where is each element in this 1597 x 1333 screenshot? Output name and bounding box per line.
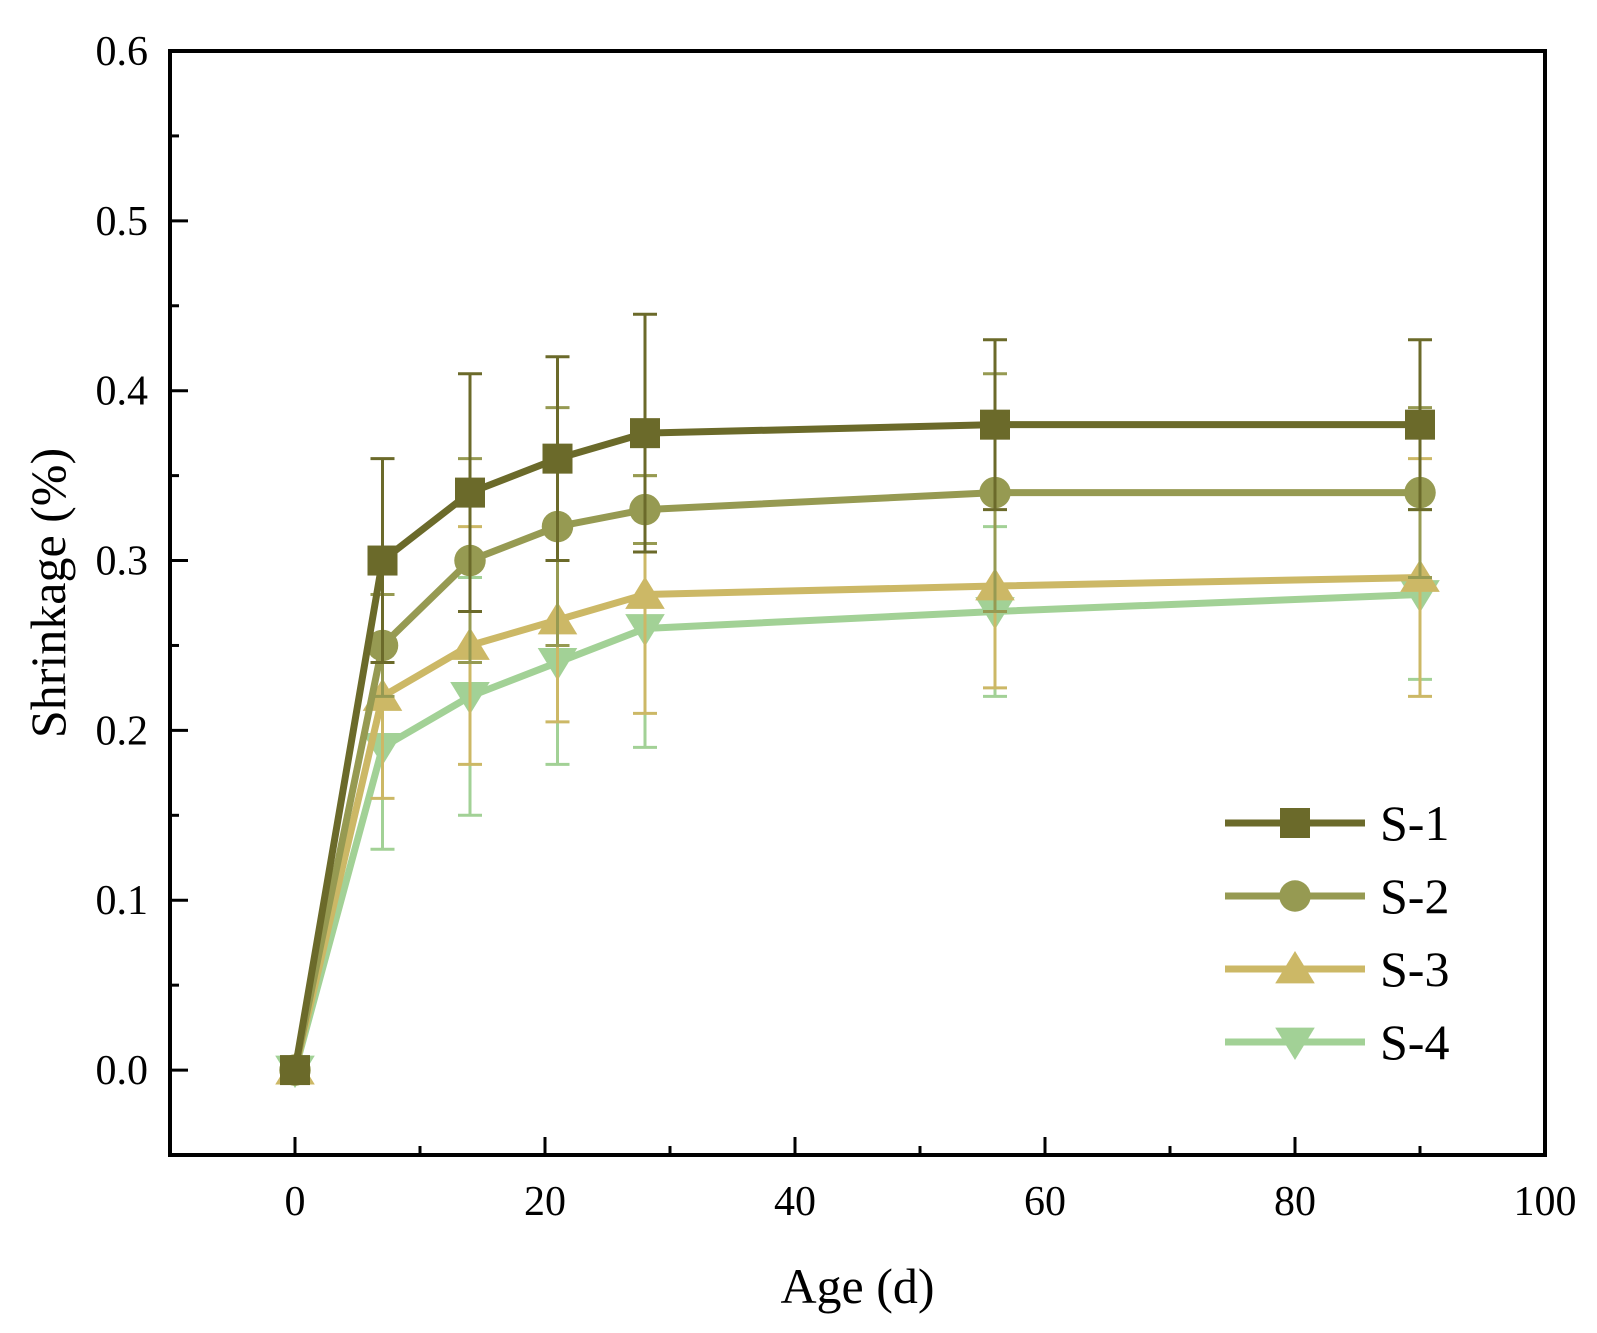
series-line — [291, 591, 1421, 1071]
legend-item-S-4: S-4 — [1225, 1014, 1449, 1070]
data-point — [367, 545, 398, 576]
legend-label: S-2 — [1380, 868, 1449, 924]
legend-marker — [1275, 1027, 1315, 1060]
x-tick-label: 0 — [285, 1179, 306, 1225]
legend-marker — [1279, 880, 1311, 912]
legend-marker — [1280, 808, 1310, 838]
x-tick-label: 100 — [1514, 1179, 1577, 1225]
y-tick-label: 0.5 — [96, 199, 149, 245]
series-S-3 — [275, 457, 1440, 1085]
y-axis-title: Shrinkage (%) — [20, 448, 76, 738]
data-point — [1405, 409, 1435, 440]
legend-label: S-1 — [1380, 795, 1449, 851]
legend: S-1 S-2 S-3 S-4 — [1225, 795, 1449, 1070]
legend-marker — [1275, 951, 1315, 984]
legend-label: S-4 — [1380, 1014, 1449, 1070]
x-tick-label: 60 — [1024, 1179, 1066, 1225]
legend-item-S-1: S-1 — [1225, 795, 1449, 851]
x-tick-label: 20 — [524, 1179, 566, 1225]
legend-item-S-2: S-2 — [1225, 868, 1449, 924]
x-tick-label: 80 — [1274, 1179, 1316, 1225]
y-tick-label: 0.4 — [96, 369, 149, 415]
data-point — [455, 477, 485, 508]
y-tick-label: 0.6 — [96, 29, 149, 75]
plot-area — [275, 312, 1440, 1089]
legend-label: S-3 — [1380, 941, 1449, 997]
y-tick-label: 0.2 — [96, 708, 149, 754]
y-tick-label: 0.3 — [96, 539, 149, 585]
series-S-1 — [280, 312, 1435, 1086]
series-S-2 — [279, 372, 1436, 1086]
axes: 0 20 40 60 80 100 0.0 0.1 0.2 0.3 0.4 0.5 0.6 — [96, 29, 1577, 1225]
data-point — [280, 1055, 310, 1086]
series-S-4 — [275, 508, 1440, 1089]
data-point — [542, 443, 573, 474]
data-point — [630, 418, 660, 449]
data-point — [625, 576, 665, 609]
y-tick-label: 0.0 — [96, 1048, 149, 1094]
x-tick-label: 40 — [774, 1179, 816, 1225]
legend-item-S-3: S-3 — [1225, 941, 1449, 997]
y-tick-label: 0.1 — [96, 878, 149, 924]
x-axis-title: Age (d) — [780, 1258, 934, 1314]
data-point — [980, 409, 1010, 440]
plot-frame — [168, 49, 1547, 1157]
series-line — [291, 421, 1420, 1071]
